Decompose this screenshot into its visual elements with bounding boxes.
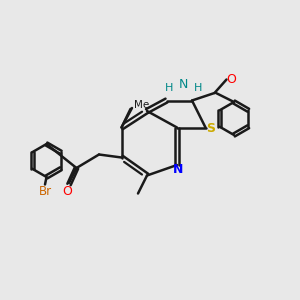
Text: S: S xyxy=(206,122,215,136)
Text: Br: Br xyxy=(38,184,52,198)
Text: N: N xyxy=(173,163,184,176)
Text: O: O xyxy=(226,73,236,86)
Text: H: H xyxy=(194,83,202,93)
Text: N: N xyxy=(178,77,188,91)
Text: H: H xyxy=(165,83,174,93)
Text: O: O xyxy=(63,185,72,198)
Text: Me: Me xyxy=(134,100,149,110)
